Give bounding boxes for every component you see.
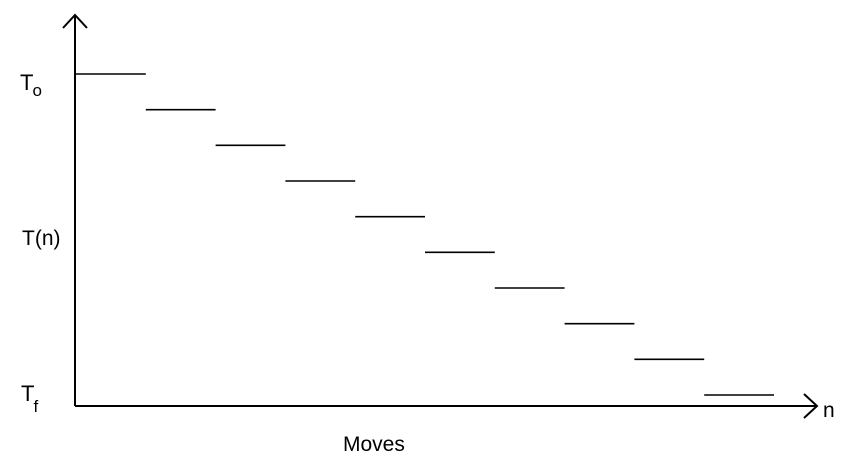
x-axis-variable-label: n xyxy=(823,399,835,422)
x-axis-arrowhead xyxy=(803,393,819,419)
y-label-bottom: Tf xyxy=(21,381,38,416)
x-axis-title: Moves xyxy=(343,433,405,456)
y-axis-arrowhead xyxy=(62,13,88,29)
y-label-top: To xyxy=(20,70,42,100)
y-label-middle: T(n) xyxy=(22,227,61,250)
temperature-steps xyxy=(76,73,774,396)
